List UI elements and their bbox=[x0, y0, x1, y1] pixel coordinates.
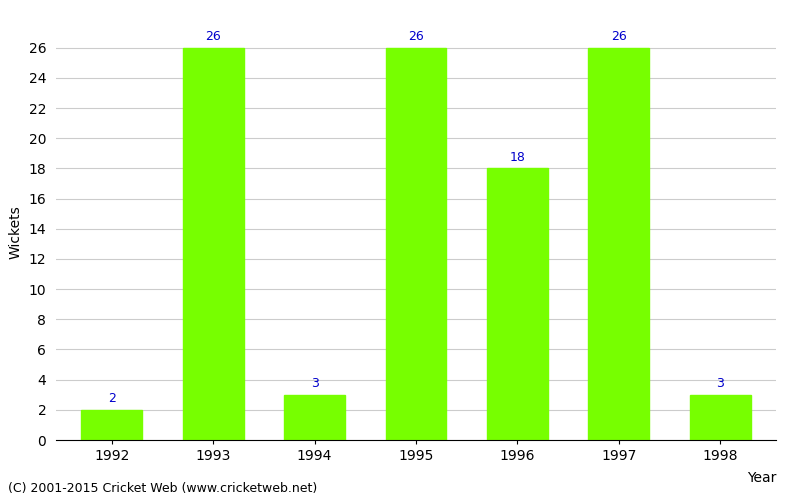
Text: Year: Year bbox=[746, 470, 776, 484]
Text: (C) 2001-2015 Cricket Web (www.cricketweb.net): (C) 2001-2015 Cricket Web (www.cricketwe… bbox=[8, 482, 318, 495]
Bar bbox=[182, 48, 244, 440]
Y-axis label: Wickets: Wickets bbox=[9, 206, 23, 260]
Bar bbox=[386, 48, 446, 440]
Text: 3: 3 bbox=[716, 377, 724, 390]
Text: 3: 3 bbox=[310, 377, 318, 390]
Text: 26: 26 bbox=[206, 30, 221, 43]
Bar bbox=[588, 48, 650, 440]
Text: 2: 2 bbox=[108, 392, 116, 406]
Bar bbox=[690, 394, 750, 440]
Bar bbox=[487, 168, 548, 440]
Text: 26: 26 bbox=[611, 30, 626, 43]
Bar bbox=[82, 410, 142, 440]
Bar bbox=[284, 394, 345, 440]
Text: 18: 18 bbox=[510, 151, 526, 164]
Text: 26: 26 bbox=[408, 30, 424, 43]
